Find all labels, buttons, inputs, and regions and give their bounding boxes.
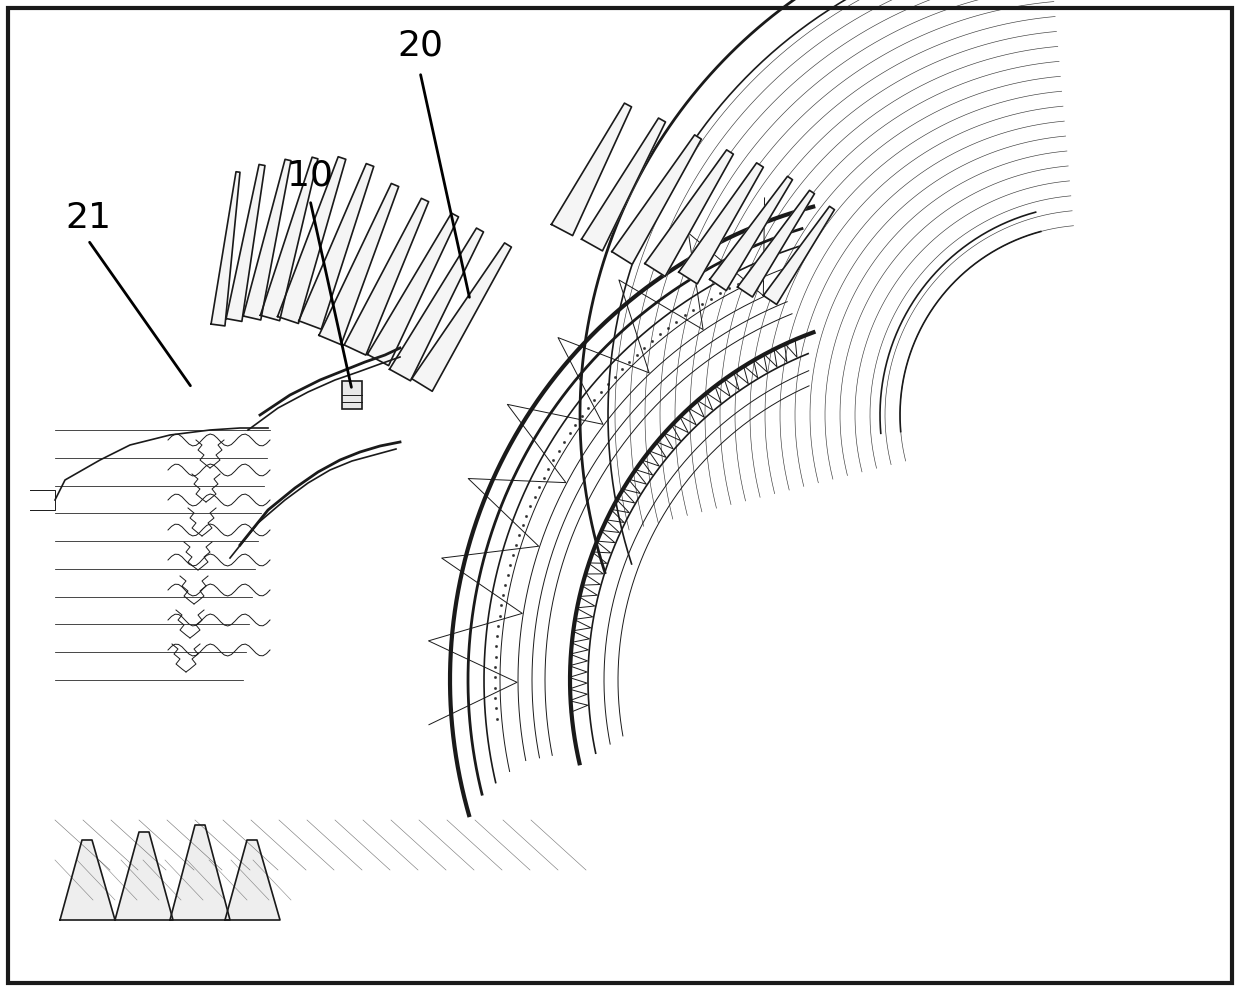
Text: 20: 20: [397, 28, 443, 62]
Text: 21: 21: [64, 201, 112, 235]
Polygon shape: [319, 183, 399, 345]
Polygon shape: [60, 840, 115, 920]
Polygon shape: [764, 206, 835, 304]
Polygon shape: [582, 118, 666, 251]
Polygon shape: [738, 190, 815, 297]
Polygon shape: [709, 176, 792, 290]
Polygon shape: [389, 228, 484, 381]
Bar: [342, 381, 362, 409]
Polygon shape: [224, 840, 280, 920]
Polygon shape: [611, 135, 702, 265]
Polygon shape: [678, 163, 764, 283]
Text: 10: 10: [286, 158, 334, 192]
Polygon shape: [226, 165, 265, 321]
Polygon shape: [170, 825, 229, 920]
Polygon shape: [115, 832, 174, 920]
Polygon shape: [278, 157, 346, 323]
Polygon shape: [645, 150, 733, 276]
Polygon shape: [211, 171, 241, 326]
Polygon shape: [367, 213, 459, 366]
Polygon shape: [243, 160, 291, 320]
Polygon shape: [345, 198, 429, 355]
Polygon shape: [260, 158, 317, 321]
Polygon shape: [552, 103, 631, 236]
Polygon shape: [299, 164, 373, 329]
Polygon shape: [412, 243, 511, 391]
